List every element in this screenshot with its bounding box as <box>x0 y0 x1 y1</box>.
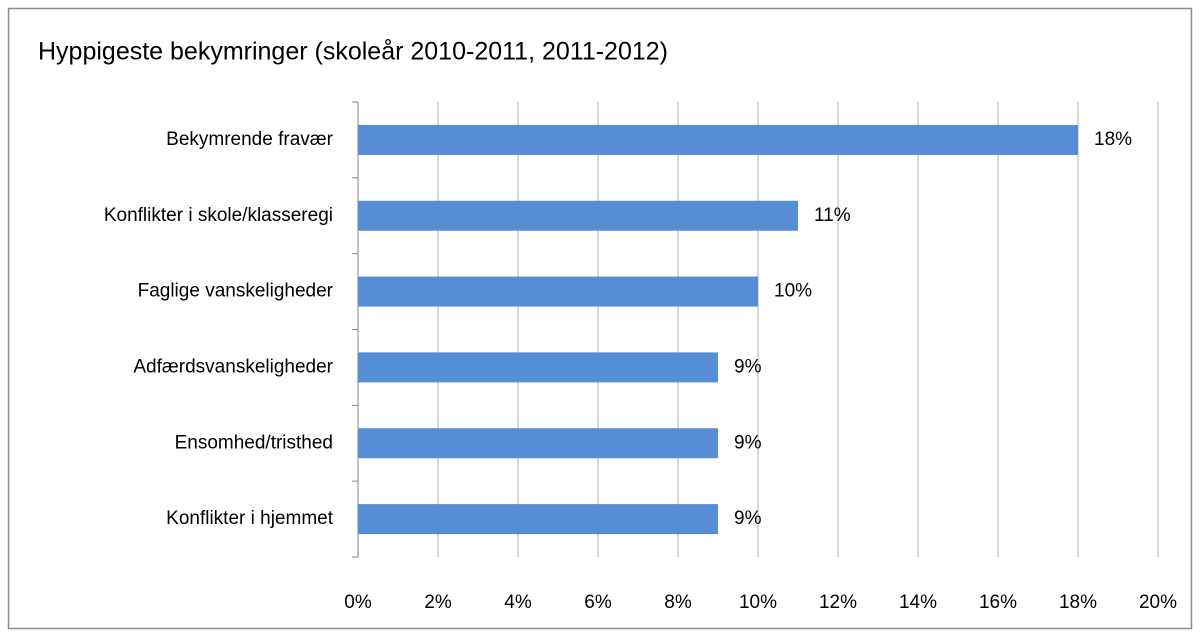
y-tick-label: Adfærdsvanskeligheder <box>133 356 333 377</box>
x-tick-label: 20% <box>1139 592 1177 613</box>
bar <box>358 352 718 383</box>
y-tick-label: Konflikter i hjemmet <box>166 508 334 529</box>
data-label: 10% <box>774 281 812 302</box>
chart-title: Hyppigeste bekymringer (skoleår 2010-201… <box>38 38 668 66</box>
y-tick-label: Konflikter i skole/klasseregi <box>104 205 333 226</box>
x-tick-label: 16% <box>979 592 1017 613</box>
y-tick-label: Bekymrende fravær <box>166 129 334 150</box>
x-tick-label: 18% <box>1059 592 1097 613</box>
data-label: 18% <box>1094 129 1132 150</box>
x-tick-label: 2% <box>424 592 452 613</box>
x-tick-label: 12% <box>819 592 857 613</box>
bar <box>358 428 718 459</box>
bar <box>358 276 758 307</box>
y-tick-label: Faglige vanskeligheder <box>138 281 334 302</box>
x-tick-label: 6% <box>584 592 612 613</box>
x-tick-label: 10% <box>739 592 777 613</box>
bar <box>358 504 718 535</box>
y-tick-label: Ensomhed/tristhed <box>175 432 333 453</box>
x-tick-label: 14% <box>899 592 937 613</box>
data-label: 11% <box>814 205 851 226</box>
bar <box>358 124 1078 155</box>
data-label: 9% <box>734 508 762 529</box>
bar <box>358 200 798 231</box>
data-label: 9% <box>734 356 762 377</box>
chart-frame <box>7 7 1193 630</box>
x-tick-label: 4% <box>504 592 532 613</box>
x-tick-label: 0% <box>344 592 372 613</box>
x-tick-label: 8% <box>664 592 692 613</box>
data-label: 9% <box>734 432 762 453</box>
